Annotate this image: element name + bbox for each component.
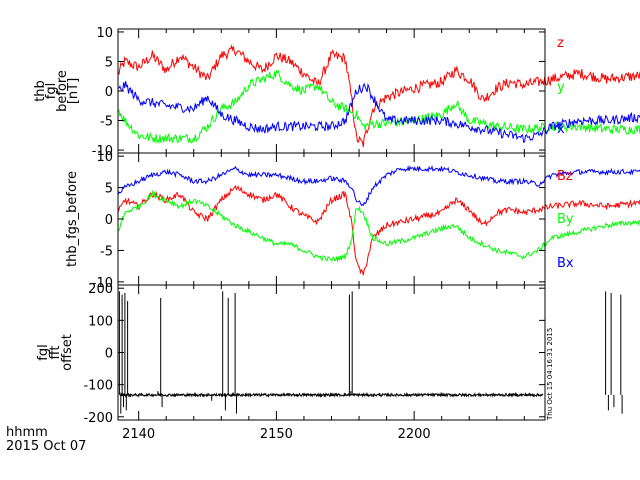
y-tick-label: 10	[96, 26, 113, 41]
y-tick-label: -200	[83, 411, 113, 426]
legend-label-z: z	[557, 36, 564, 51]
x-tick-label: 2140	[122, 427, 155, 442]
x-axis-ticks: 2140 2150 2200	[122, 29, 525, 442]
series-by	[117, 189, 640, 263]
y-tick-label: 10	[96, 150, 113, 165]
panel-2-y-label: thb_fgs_before	[65, 171, 80, 267]
y-tick-label: 0	[105, 347, 113, 362]
legend-label-bx: Bx	[557, 256, 574, 271]
y-tick-label: 5	[105, 55, 113, 70]
y-tick-label: -100	[83, 379, 113, 394]
series-z	[117, 44, 640, 148]
legend-label-x: x	[557, 122, 565, 137]
panel-fgs-before: 10 5 0 -5 -10 thb_fgs_before Bz By Bx	[65, 150, 640, 291]
y-axis-label: fgl	[36, 344, 51, 360]
legend-label-bz: Bz	[557, 169, 573, 184]
panel-3-frame	[117, 284, 546, 421]
y-tick-label: 200	[88, 282, 113, 297]
series-y	[117, 69, 640, 145]
y-axis-label: [nT]	[66, 78, 81, 104]
y-tick-label: 0	[105, 213, 113, 228]
panel-2-frame	[117, 152, 546, 286]
y-axis-label: thb	[33, 80, 48, 102]
x-tick-label: 2150	[260, 427, 293, 442]
series-bx	[117, 165, 640, 207]
x-axis-date-label: 2015 Oct 07	[6, 439, 86, 454]
panel-1-y-ticks: 10 5 0 -5 -10	[92, 26, 545, 159]
y-axis-label: fft	[48, 345, 63, 359]
panel-2-y-ticks: 10 5 0 -5 -10	[92, 150, 545, 291]
y-tick-label: -5	[100, 244, 113, 259]
y-tick-label: 5	[105, 182, 113, 197]
legend-label-y: y	[557, 80, 565, 95]
y-tick-label: 0	[105, 85, 113, 100]
panel-2-legend: Bz By Bx	[557, 169, 574, 271]
series-offset	[118, 291, 623, 414]
timestamp-label: Thu Oct 15 04:16:31 2015	[546, 328, 554, 421]
panel-1-series	[117, 44, 640, 148]
y-tick-label: -10	[92, 276, 113, 291]
x-axis-unit-label: hhmm	[6, 425, 48, 440]
y-tick-label: 100	[88, 314, 113, 329]
legend-label-by: By	[557, 212, 574, 227]
panel-1-legend: z y x	[557, 36, 565, 137]
panel-3-series	[118, 291, 623, 414]
series-bz	[117, 184, 640, 276]
y-axis-label: offset	[60, 334, 75, 371]
panel-3-y-ticks: 200 100 0 -100 -200	[83, 282, 545, 426]
x-tick-label: 2200	[398, 427, 431, 442]
y-tick-label: -10	[92, 144, 113, 159]
panel-2-series	[117, 165, 640, 276]
y-axis-label: fgl	[44, 83, 59, 99]
y-axis-label: thb_fgs_before	[65, 171, 80, 267]
series-x	[117, 81, 640, 144]
y-tick-label: -5	[100, 115, 113, 130]
y-axis-label: before	[55, 70, 70, 112]
panel-1-frame	[117, 28, 546, 154]
